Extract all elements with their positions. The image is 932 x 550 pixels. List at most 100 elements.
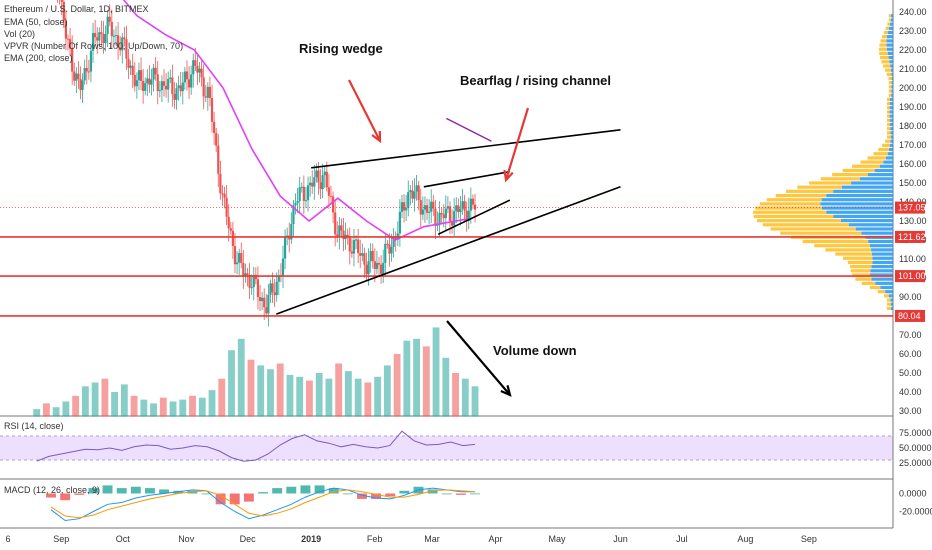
volume-bar[interactable]	[33, 409, 41, 417]
candle[interactable]	[83, 68, 86, 81]
candle[interactable]	[100, 32, 103, 35]
candle[interactable]	[258, 297, 262, 302]
candle[interactable]	[112, 35, 116, 37]
candle[interactable]	[331, 196, 335, 213]
candle[interactable]	[181, 82, 184, 92]
trendline-channel-upper[interactable]	[423, 170, 510, 188]
volume-bar[interactable]	[413, 338, 420, 417]
candle[interactable]	[142, 80, 145, 91]
candle[interactable]	[139, 70, 143, 81]
candle[interactable]	[417, 185, 420, 201]
volume-bar[interactable]	[403, 340, 411, 417]
candle[interactable]	[256, 279, 260, 298]
volume-bar[interactable]	[150, 403, 157, 417]
candle[interactable]	[125, 39, 128, 59]
candle[interactable]	[167, 78, 170, 90]
macd-line[interactable]	[50, 487, 475, 522]
candle[interactable]	[425, 205, 429, 213]
candle[interactable]	[444, 208, 447, 219]
candle[interactable]	[213, 121, 216, 133]
volume-bar[interactable]	[393, 354, 401, 417]
volume-bar[interactable]	[471, 386, 479, 417]
candle[interactable]	[190, 74, 193, 88]
candle[interactable]	[309, 182, 312, 186]
candle[interactable]	[221, 193, 224, 195]
candle[interactable]	[219, 173, 222, 194]
candle[interactable]	[319, 182, 322, 190]
trendline-wedge-upper[interactable]	[311, 129, 621, 169]
candle[interactable]	[386, 243, 389, 245]
candle[interactable]	[405, 208, 408, 211]
volume-bar[interactable]	[325, 378, 333, 417]
candle[interactable]	[388, 244, 391, 254]
volume-bar[interactable]	[159, 397, 167, 417]
candle[interactable]	[267, 294, 270, 314]
candle[interactable]	[246, 273, 249, 276]
candle[interactable]	[135, 80, 138, 87]
candle[interactable]	[471, 198, 475, 205]
volume-bar[interactable]	[130, 395, 138, 417]
candle[interactable]	[467, 210, 470, 222]
candle[interactable]	[440, 212, 443, 215]
candle[interactable]	[304, 200, 308, 202]
candle[interactable]	[325, 171, 328, 188]
candle[interactable]	[204, 96, 207, 98]
candle[interactable]	[254, 274, 257, 280]
candle[interactable]	[64, 20, 68, 39]
candle[interactable]	[434, 208, 437, 226]
volume-bar[interactable]	[101, 378, 109, 417]
candle[interactable]	[60, 0, 63, 2]
candle[interactable]	[269, 283, 272, 295]
candle[interactable]	[185, 71, 189, 80]
candle[interactable]	[365, 264, 368, 275]
candle[interactable]	[104, 33, 107, 44]
candle[interactable]	[457, 205, 460, 213]
candle[interactable]	[300, 186, 303, 188]
trendline-channel-lower[interactable]	[437, 199, 511, 236]
volume-bar[interactable]	[276, 363, 284, 417]
candle[interactable]	[415, 185, 418, 192]
candle[interactable]	[231, 230, 234, 247]
candle[interactable]	[71, 48, 74, 72]
candle[interactable]	[187, 79, 191, 88]
candle[interactable]	[459, 208, 462, 213]
candle[interactable]	[455, 205, 458, 212]
candle[interactable]	[430, 201, 433, 212]
volume-bar[interactable]	[335, 363, 343, 417]
candle[interactable]	[179, 85, 182, 92]
candle[interactable]	[177, 85, 180, 89]
indicator-ema50[interactable]: EMA (50, close)	[4, 17, 68, 27]
candle[interactable]	[154, 67, 157, 75]
volume-bar[interactable]	[422, 346, 430, 417]
volume-bar[interactable]	[286, 374, 294, 417]
volume-bar[interactable]	[91, 382, 99, 417]
candle[interactable]	[102, 34, 105, 44]
candle[interactable]	[461, 201, 464, 209]
candle[interactable]	[106, 16, 109, 34]
candle[interactable]	[123, 37, 126, 40]
candle[interactable]	[91, 33, 95, 51]
candle[interactable]	[175, 88, 178, 100]
candle[interactable]	[152, 67, 155, 80]
candle[interactable]	[275, 281, 278, 296]
candle[interactable]	[281, 258, 285, 276]
candle[interactable]	[336, 234, 339, 237]
candle[interactable]	[116, 35, 120, 48]
candle[interactable]	[352, 240, 356, 254]
candle[interactable]	[359, 253, 362, 256]
volume-bar[interactable]	[432, 327, 440, 417]
candle[interactable]	[271, 283, 274, 293]
candle[interactable]	[450, 221, 454, 226]
candle[interactable]	[89, 50, 93, 72]
candle[interactable]	[423, 205, 427, 210]
candle[interactable]	[215, 132, 218, 146]
volume-bar[interactable]	[62, 401, 70, 417]
trendline-wedge-lower[interactable]	[276, 186, 621, 315]
candle[interactable]	[127, 58, 130, 68]
candle[interactable]	[183, 71, 186, 83]
candle[interactable]	[377, 262, 381, 265]
candle[interactable]	[66, 38, 70, 40]
candle[interactable]	[273, 292, 276, 296]
candle[interactable]	[327, 187, 331, 196]
candle[interactable]	[283, 236, 287, 259]
